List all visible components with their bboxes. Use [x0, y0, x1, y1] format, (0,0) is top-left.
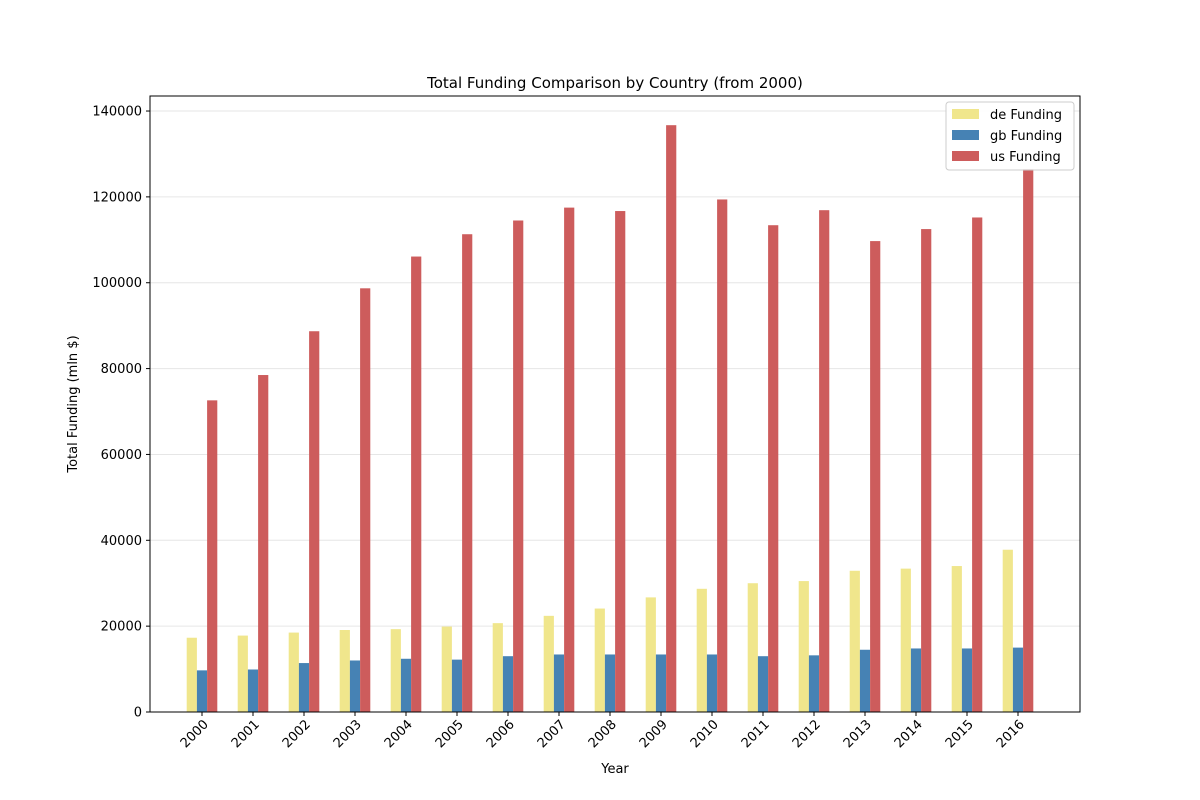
bar-us-2000 — [207, 400, 218, 712]
bar-de-2015 — [951, 566, 962, 712]
legend-swatch-us — [952, 151, 979, 161]
y-tick-label: 100000 — [92, 276, 142, 291]
y-tick-label: 120000 — [92, 190, 142, 205]
x-tick-label: 2010 — [688, 717, 722, 751]
x-tick-label: 2001 — [229, 717, 263, 751]
bar-de-2009 — [645, 597, 656, 712]
bar-gb-2015 — [961, 648, 973, 712]
bar-de-2010 — [696, 588, 707, 712]
bar-gb-2008 — [604, 654, 616, 712]
bar-de-2003 — [339, 630, 350, 712]
bar-de-2002 — [288, 632, 299, 712]
gridlines — [150, 110, 1080, 713]
x-tick-label: 2007 — [535, 717, 569, 751]
bar-de-2012 — [798, 581, 809, 712]
legend-swatch-gb — [952, 130, 979, 140]
bar-de-2016 — [1002, 549, 1013, 712]
bar-de-2004 — [390, 629, 401, 712]
legend-label-gb: gb Funding — [990, 129, 1062, 144]
bar-gb-2014 — [910, 648, 922, 712]
bar-de-2005 — [441, 626, 452, 712]
x-tick-label: 2009 — [637, 717, 671, 751]
bar-de-2006 — [492, 623, 503, 712]
legend-label-de: de Funding — [990, 108, 1062, 123]
bar-us-2014 — [921, 229, 932, 712]
bar-us-2005 — [462, 234, 473, 712]
bars — [186, 125, 1034, 713]
series-gb-bars — [196, 647, 1024, 712]
bar-de-2008 — [594, 608, 605, 712]
x-tick-label: 2000 — [178, 717, 212, 751]
bar-de-2013 — [849, 570, 860, 712]
x-tick-label: 2011 — [739, 717, 773, 751]
y-tick-label: 140000 — [92, 105, 142, 120]
x-tick-label: 2016 — [994, 717, 1028, 751]
bar-de-2000 — [186, 637, 197, 712]
x-tick-label: 2002 — [280, 717, 314, 751]
bar-de-2014 — [900, 568, 911, 712]
bar-gb-2002 — [298, 663, 310, 712]
bar-us-2008 — [615, 211, 626, 713]
bar-de-2007 — [543, 615, 554, 712]
bar-us-2011 — [768, 225, 779, 712]
bar-gb-2000 — [196, 670, 208, 712]
bar-gb-2013 — [859, 649, 871, 712]
series-us-bars — [207, 125, 1034, 713]
legend-swatch-de — [952, 109, 979, 119]
bar-gb-2010 — [706, 654, 718, 712]
bar-gb-2003 — [349, 660, 361, 712]
bar-us-2013 — [870, 241, 881, 712]
bar-us-2010 — [717, 199, 728, 712]
bar-us-2009 — [666, 125, 677, 712]
legend-label-us: us Funding — [990, 150, 1061, 165]
bar-gb-2006 — [502, 656, 514, 712]
chart-title: Total Funding Comparison by Country (fro… — [426, 74, 803, 92]
y-axis-ticks: 0 20000 40000 60000 80000 100000 120000 140000 — [92, 105, 150, 721]
bar-us-2007 — [564, 207, 575, 713]
x-axis-label: Year — [600, 762, 629, 777]
x-axis-ticks: 2000 2001 2002 2003 2004 2005 2006 2007 2008 2009… — [178, 712, 1028, 751]
x-tick-label: 2013 — [841, 717, 875, 751]
bar-us-2001 — [258, 375, 269, 712]
y-axis-label: Total Funding (mln $) — [66, 335, 81, 473]
x-tick-label: 2006 — [484, 717, 518, 751]
bar-gb-2004 — [400, 658, 412, 712]
bar-gb-2016 — [1012, 647, 1024, 712]
x-tick-label: 2014 — [892, 717, 926, 751]
bar-gb-2012 — [808, 655, 820, 712]
legend: de Funding gb Funding us Funding — [945, 101, 1075, 171]
x-tick-label: 2012 — [790, 717, 824, 751]
y-tick-label: 80000 — [101, 362, 142, 377]
bar-gb-2001 — [247, 669, 259, 712]
bar-us-2003 — [360, 288, 371, 712]
y-tick-label: 60000 — [101, 448, 142, 463]
bar-gb-2009 — [655, 654, 667, 712]
x-tick-label: 2015 — [943, 717, 977, 751]
bar-us-2012 — [819, 210, 830, 712]
series-de-bars — [186, 549, 1013, 712]
bar-us-2002 — [309, 331, 320, 712]
x-tick-label: 2003 — [331, 717, 365, 751]
bar-gb-2007 — [553, 654, 565, 712]
y-tick-label: 40000 — [101, 534, 142, 549]
bar-us-2016 — [1023, 168, 1034, 713]
x-tick-label: 2005 — [433, 717, 467, 751]
bar-us-2006 — [513, 220, 524, 713]
bar-de-2001 — [237, 635, 248, 712]
y-tick-label: 20000 — [101, 620, 142, 635]
y-tick-label: 0 — [134, 706, 142, 721]
bar-us-2004 — [411, 256, 422, 712]
bar-gb-2011 — [757, 656, 769, 712]
bar-us-2015 — [972, 217, 983, 713]
plot-area-frame — [149, 95, 1081, 713]
x-tick-label: 2008 — [586, 717, 620, 751]
bar-gb-2005 — [451, 659, 463, 712]
x-tick-label: 2004 — [382, 717, 416, 751]
bar-de-2011 — [747, 583, 758, 712]
